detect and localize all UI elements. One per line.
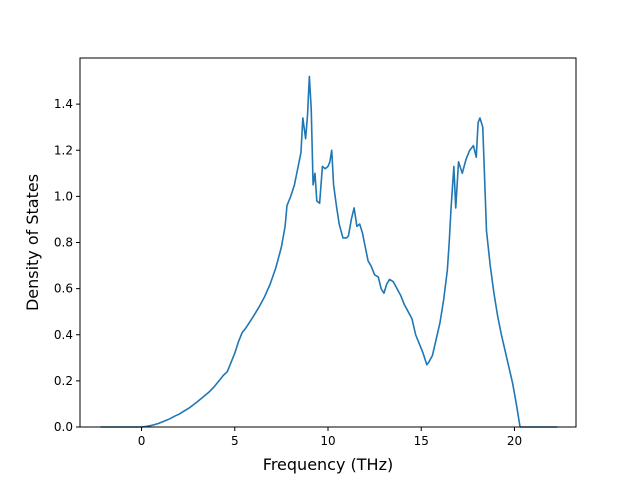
y-tick-label: 0.2 [54,374,73,388]
y-tick-label: 0.4 [54,328,73,342]
plot-area [100,75,558,428]
x-tick-label: 5 [231,434,239,448]
y-tick-label: 1.0 [54,189,73,203]
ticks: 0 5 10 15 20 0.0 0.2 0.4 0.6 0.8 1.0 1.2 1.4 [54,97,522,448]
y-tick-label: 0.6 [54,282,73,296]
y-tick-label: 1.2 [54,143,73,157]
x-tick-label: 10 [320,434,335,448]
x-tick-label: 15 [414,434,429,448]
y-axis-label: Density of States [23,174,42,311]
y-tick-label: 0.8 [54,236,73,250]
x-axis-label: Frequency (THz) [263,455,393,474]
axes-frame [79,57,577,428]
dos-series-line [100,75,558,428]
x-tick-label: 0 [138,434,146,448]
y-tick-label: 1.4 [54,97,73,111]
y-tick-label: 0.0 [54,420,73,434]
x-tick-label: 20 [507,434,522,448]
